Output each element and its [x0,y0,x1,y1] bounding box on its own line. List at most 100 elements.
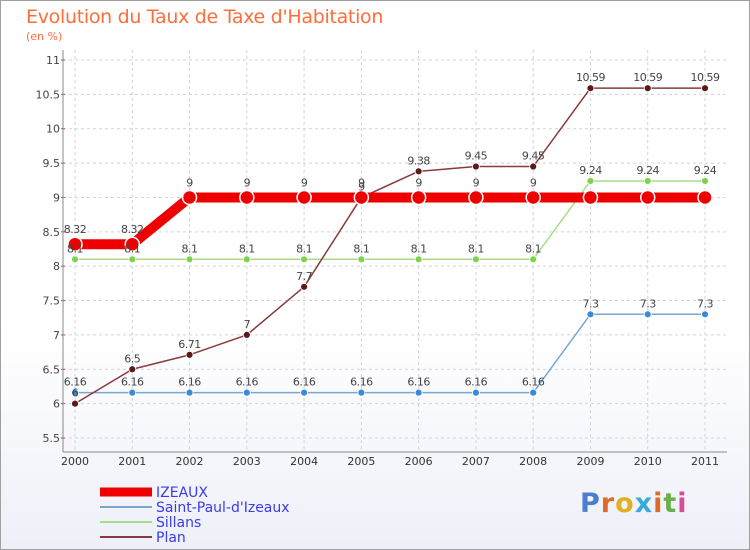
data-label: 8.1 [67,242,83,255]
data-label: 9 [415,176,422,189]
series-lines [67,84,713,408]
data-label: 9.38 [407,154,430,167]
y-tick-label: 6.5 [43,363,61,376]
x-tick-label: 2005 [347,455,375,468]
data-point [357,255,366,264]
data-label: 7.3 [582,297,598,310]
data-label: 10.59 [633,71,662,84]
data-point [296,189,312,206]
data-label: 9 [301,176,308,189]
data-point [242,331,251,339]
data-point [643,84,652,93]
axes: 5.5 6 6.5 7 7.5 8 8.5 9 9.5 10 10.5 11 2000 2001 2002 2… [36,50,727,468]
data-label: 7 [244,318,251,331]
data-point [586,310,595,319]
data-label: 8.1 [525,242,541,255]
chart-title: Evolution du Taux de Taxe d'Habitation [26,6,384,28]
data-point [468,189,484,206]
x-tick-label: 2002 [176,455,204,468]
data-label: 9.45 [522,150,545,163]
legend-label: Sillans [156,515,201,531]
logo-letter: i [677,488,688,519]
series-line [75,180,705,261]
data-label: 9 [186,176,193,189]
grid [63,50,727,452]
data-point [71,388,79,397]
data-label: 9 [473,176,480,189]
y-tick-label: 9 [53,191,60,204]
data-point [242,255,251,264]
data-point [643,310,652,319]
data-point [529,388,538,397]
data-point [71,255,79,264]
data-label: 9 [358,180,365,193]
data-point [128,365,137,374]
legend-label: IZEAUX [156,485,208,501]
data-point [639,189,656,206]
data-label: 8.32 [64,223,87,236]
data-point [643,177,652,185]
data-label: 8.1 [124,242,140,255]
chart-subtitle: (en %) [26,30,63,43]
data-point [472,388,480,397]
data-point [185,388,194,397]
data-point [71,399,79,408]
data-point [701,177,709,185]
data-label: 9 [358,176,365,189]
x-tick-label: 2000 [61,455,89,468]
data-point [357,388,366,397]
data-point [472,162,480,171]
data-label: 9 [244,176,251,189]
data-label: 8.1 [468,242,484,255]
data-point [529,162,538,171]
y-tick-label: 10.5 [36,88,61,101]
data-label: 7.7 [296,270,312,283]
logo-letter: r [600,488,616,519]
data-label: 9.45 [465,150,488,163]
data-point [185,255,194,264]
data-label: 6.5 [124,352,140,365]
data-point [185,350,194,359]
data-point [472,255,480,264]
x-tick-label: 2009 [576,455,604,468]
y-tick-label: 8.5 [43,226,61,239]
data-point [300,388,308,397]
data-point [586,177,595,185]
data-label: 7.3 [640,297,656,310]
data-label: 6.16 [465,376,488,389]
logo-letter: x [634,488,654,519]
y-tick-label: 7 [53,329,60,342]
data-label: 8.1 [353,242,369,255]
data-label: 8.1 [182,242,198,255]
data-label: 10.59 [576,71,605,84]
proxiti-logo: Proxiti [580,488,688,519]
data-label: 6.16 [64,376,87,389]
data-label: 9.24 [694,164,717,177]
y-tick-label: 10 [46,123,60,136]
x-tick-label: 2003 [233,455,261,468]
data-label: 9 [530,176,537,189]
data-point [128,388,137,397]
y-tick-label: 9.5 [43,157,61,170]
data-label: 6.16 [522,376,545,389]
logo-letter: i [653,488,664,519]
y-tick-label: 11 [46,54,60,67]
data-point [239,189,255,206]
data-point [181,189,198,206]
data-point [529,255,538,264]
x-tick-label: 2010 [634,455,662,468]
data-labels: 8.32 8.329 9 9 9 9 9 96.16 6.16 6.16 6.16 6.16 6.16 6… [64,71,721,399]
data-point [701,84,709,93]
data-point [586,84,595,93]
legend-label: Saint-Paul-d'Izeaux [156,500,290,516]
y-tick-label: 7.5 [43,295,61,308]
x-tick-label: 2007 [462,455,490,468]
data-point [697,189,713,206]
data-point [701,310,709,319]
x-tick-label: 2008 [519,455,547,468]
data-point [414,167,423,176]
data-label: 6.16 [178,376,201,389]
